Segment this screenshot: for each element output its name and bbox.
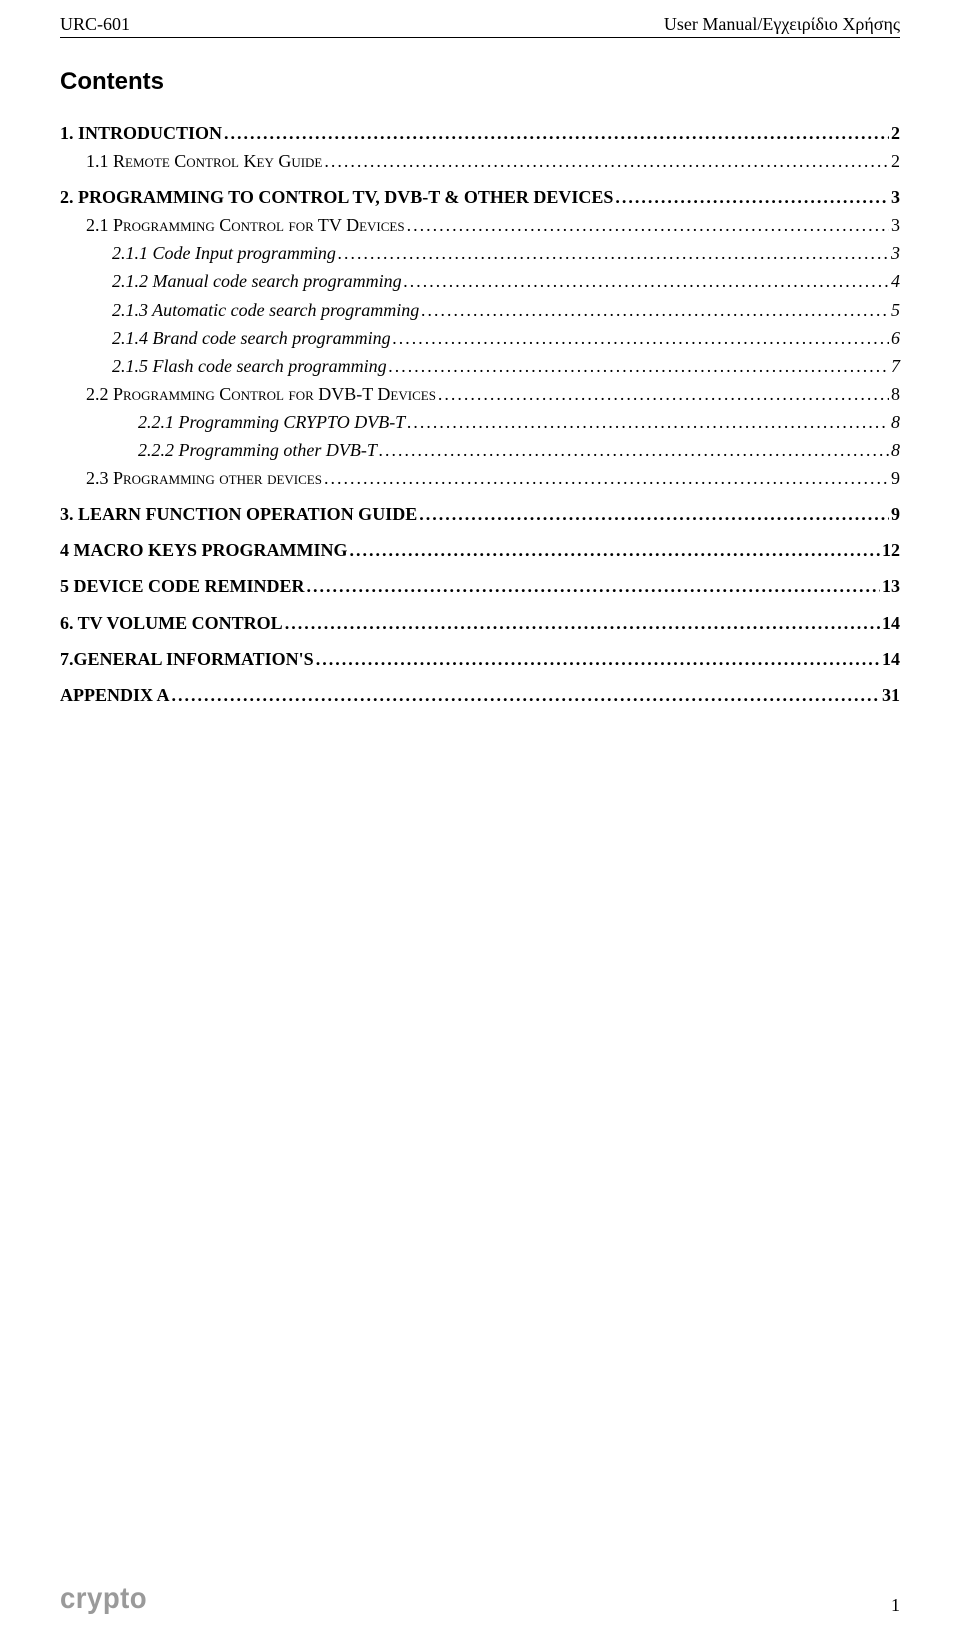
toc-entry-label: 1.1 Remote Control Key Guide [86,148,322,174]
toc-entry-label: 2. PROGRAMMING TO CONTROL TV, DVB-T & OT… [60,184,613,210]
toc-entry: 2.2.1 Programming CRYPTO DVB-T 8 [60,409,900,435]
toc-entry-page: 3 [891,212,900,238]
page-title: Contents [60,68,900,96]
toc-entry: 2.1.1 Code Input programming 3 [60,240,900,266]
toc-entry: 3. LEARN FUNCTION OPERATION GUIDE 9 [60,501,900,527]
toc-entry: 2. PROGRAMMING TO CONTROL TV, DVB-T & OT… [60,184,900,210]
toc-leader-dots [324,465,889,491]
toc-entry-label: 2.1.4 Brand code search programming [112,325,391,351]
toc-entry-page: 12 [882,537,900,563]
toc-entry-label: 5 DEVICE CODE REMINDER [60,573,305,599]
toc-entry-page: 8 [891,381,900,407]
toc-entry-label: 2.1.3 Automatic code search programming [112,297,419,323]
header-left: URC-601 [60,14,130,35]
toc-entry-label: 2.1 Programming Control for TV Devices [86,212,405,238]
toc-entry-page: 2 [891,120,900,146]
toc-entry-page: 8 [891,437,900,463]
toc-entry-page: 31 [882,682,900,708]
toc-leader-dots [324,148,889,174]
toc-entry: 6. TV VOLUME CONTROL 14 [60,610,900,636]
toc-leader-dots [307,573,880,599]
toc-entry: 4 MACRO KEYS PROGRAMMING 12 [60,537,900,563]
toc-entry-label: 6. TV VOLUME CONTROL [60,610,283,636]
toc-leader-dots [615,184,889,210]
toc-leader-dots [407,212,889,238]
toc-entry-label: 4 MACRO KEYS PROGRAMMING [60,537,347,563]
toc-leader-dots [224,120,889,146]
table-of-contents: 1. INTRODUCTION 21.1 Remote Control Key … [60,120,900,708]
toc-entry: 2.2 Programming Control for DVB-T Device… [60,381,900,407]
toc-entry-page: 4 [891,268,900,294]
toc-entry-page: 3 [891,184,900,210]
toc-entry: 2.1.2 Manual code search programming 4 [60,268,900,294]
toc-entry-page: 7 [891,353,900,379]
toc-entry-label: 2.1.5 Flash code search programming [112,353,387,379]
toc-entry-label: 1. INTRODUCTION [60,120,222,146]
toc-entry: 1. INTRODUCTION 2 [60,120,900,146]
toc-entry-label: 3. LEARN FUNCTION OPERATION GUIDE [60,501,417,527]
toc-entry-page: 13 [882,573,900,599]
brand-logo: crypto [60,1582,147,1616]
toc-entry-page: 9 [891,465,900,491]
toc-entry-page: 2 [891,148,900,174]
toc-entry-page: 14 [882,610,900,636]
toc-leader-dots [407,409,889,435]
toc-entry-page: 9 [891,501,900,527]
page-number: 1 [891,1595,900,1616]
toc-entry-page: 5 [891,297,900,323]
page-footer: crypto 1 [60,1582,900,1616]
toc-entry-page: 6 [891,325,900,351]
toc-entry: 2.1 Programming Control for TV Devices 3 [60,212,900,238]
toc-entry-label: 2.2 Programming Control for DVB-T Device… [86,381,436,407]
toc-leader-dots [393,325,889,351]
toc-leader-dots [419,501,889,527]
toc-entry-label: 2.2.1 Programming CRYPTO DVB-T [138,409,405,435]
toc-entry: 2.3 Programming other devices 9 [60,465,900,491]
toc-leader-dots [316,646,880,672]
toc-entry-label: 7.GENERAL INFORMATION'S [60,646,314,672]
toc-entry-label: 2.3 Programming other devices [86,465,322,491]
toc-leader-dots [438,381,889,407]
toc-entry-label: 2.1.1 Code Input programming [112,240,336,266]
toc-entry: 2.1.4 Brand code search programming 6 [60,325,900,351]
toc-entry: 2.1.5 Flash code search programming 7 [60,353,900,379]
toc-leader-dots [285,610,880,636]
page: URC-601 User Manual/Εγχειρίδιο Χρήσης Co… [0,0,960,1634]
toc-leader-dots [338,240,889,266]
toc-entry: APPENDIX A 31 [60,682,900,708]
toc-leader-dots [404,268,889,294]
toc-leader-dots [389,353,889,379]
toc-entry-label: APPENDIX A [60,682,170,708]
toc-leader-dots [421,297,889,323]
header-rule [60,37,900,38]
toc-leader-dots [172,682,880,708]
page-header: URC-601 User Manual/Εγχειρίδιο Χρήσης [60,14,900,37]
header-right: User Manual/Εγχειρίδιο Χρήσης [664,14,900,35]
toc-entry: 2.2.2 Programming other DVB-T 8 [60,437,900,463]
toc-entry-label: 2.2.2 Programming other DVB-T [138,437,377,463]
toc-entry: 1.1 Remote Control Key Guide 2 [60,148,900,174]
toc-entry-page: 3 [891,240,900,266]
toc-entry: 2.1.3 Automatic code search programming … [60,297,900,323]
toc-leader-dots [349,537,880,563]
toc-entry: 5 DEVICE CODE REMINDER 13 [60,573,900,599]
toc-entry-label: 2.1.2 Manual code search programming [112,268,402,294]
toc-entry: 7.GENERAL INFORMATION'S 14 [60,646,900,672]
toc-leader-dots [379,437,889,463]
toc-entry-page: 8 [891,409,900,435]
toc-entry-page: 14 [882,646,900,672]
